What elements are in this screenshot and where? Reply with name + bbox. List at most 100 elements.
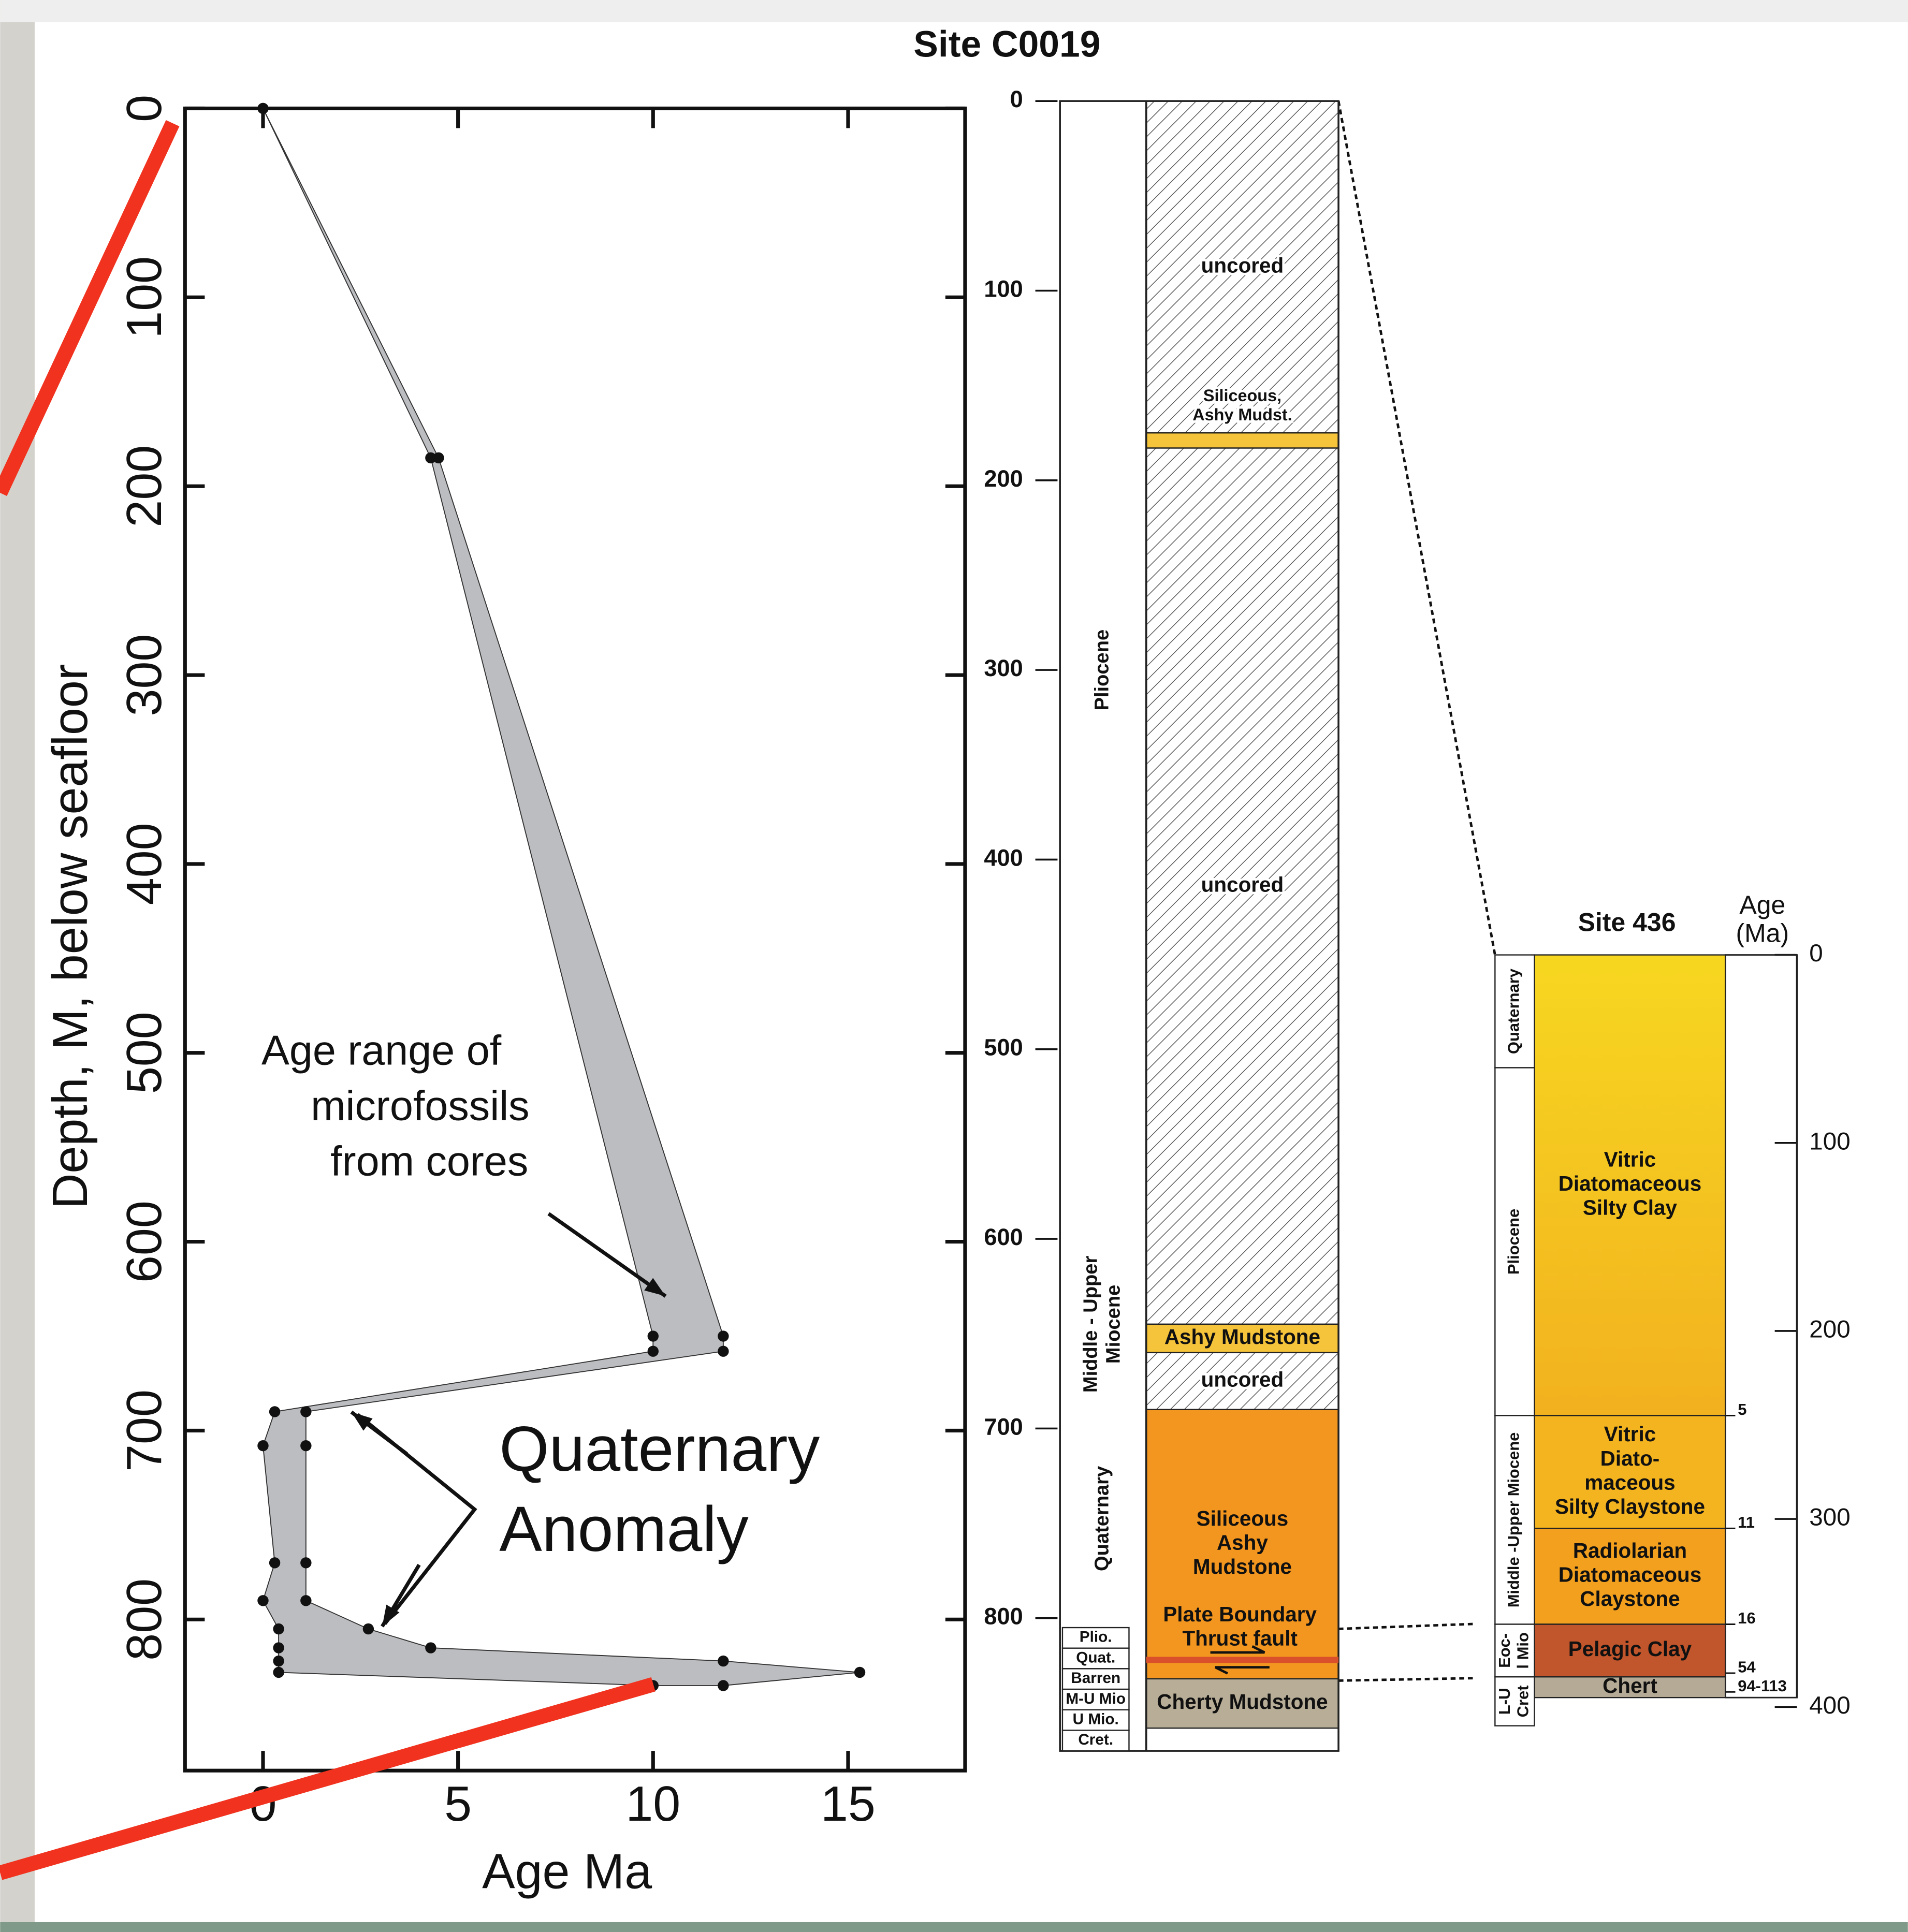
top-strip <box>0 0 1907 22</box>
sample-point <box>257 1595 268 1606</box>
y-tick-label: 800 <box>117 1578 172 1661</box>
y-tick-label: 300 <box>117 634 172 716</box>
site-title: Site 436 <box>1578 908 1676 936</box>
unit-label: Thrust fault <box>1182 1626 1297 1650</box>
unit-label: Plate Boundary <box>1163 1602 1317 1626</box>
sample-point <box>273 1623 284 1634</box>
sub-epoch-label: M-U Mio <box>1066 1690 1126 1707</box>
depth-tick-label: 0 <box>1809 940 1823 967</box>
x-axis-label: Age Ma <box>482 1845 652 1899</box>
unit-label: uncored <box>1201 872 1284 896</box>
x-tick-label: 15 <box>821 1777 876 1832</box>
depth-tick-label: 200 <box>1809 1316 1850 1343</box>
unit-label: Silty Clay <box>1583 1196 1678 1220</box>
unit-label: Pelagic Clay <box>1568 1637 1692 1661</box>
depth-tick-label: 300 <box>1809 1504 1850 1531</box>
unit-label: Vitric <box>1604 1422 1656 1446</box>
sub-epoch-label: Cret. <box>1078 1731 1113 1748</box>
sample-point <box>718 1656 729 1666</box>
sample-point <box>273 1656 284 1666</box>
y-tick-label: 400 <box>117 823 172 905</box>
epoch-label: Pliocene <box>1505 1209 1523 1275</box>
unit-label: Mudstone <box>1193 1555 1292 1578</box>
sample-point <box>363 1623 374 1634</box>
y-tick-label: 0 <box>117 95 172 122</box>
epoch-label: L-U <box>1495 1688 1513 1715</box>
sample-point <box>718 1680 729 1691</box>
depth-tick-label: 200 <box>984 465 1023 492</box>
unit-label: Radiolarian <box>1573 1539 1687 1562</box>
epoch-label: Eoc- <box>1495 1633 1513 1668</box>
annotation: Quaternary <box>499 1413 820 1485</box>
y-tick-label: 500 <box>117 1012 172 1094</box>
unit-label: Claystone <box>1580 1587 1680 1611</box>
x-tick-label: 5 <box>444 1777 472 1832</box>
age-header: Age <box>1739 890 1785 919</box>
unit-label: Siliceous, <box>1203 386 1281 405</box>
sample-point <box>648 1330 659 1341</box>
age-header: (Ma) <box>1736 919 1789 948</box>
depth-tick-label: 0 <box>1010 86 1023 112</box>
unit-label: Silty Claystone <box>1555 1495 1705 1518</box>
sub-epoch-label: U Mio. <box>1073 1710 1119 1728</box>
sample-point <box>648 1346 659 1357</box>
unit-label: Ashy Mudstone <box>1164 1325 1320 1349</box>
figure: Site C0019 Site 436 Age (Ma) Age Ma Dept… <box>0 0 1908 1932</box>
unit-label: Siliceous <box>1197 1506 1289 1530</box>
epoch-label: Miocene <box>1102 1285 1124 1364</box>
epoch-label: Middle - Upper <box>1080 1256 1102 1393</box>
depth-tick-label: 100 <box>1809 1128 1850 1155</box>
sample-point <box>433 452 444 463</box>
unit-label: Vitric <box>1604 1148 1656 1172</box>
depth-tick-label: 800 <box>984 1603 1023 1630</box>
depth-tick-label: 400 <box>1809 1692 1850 1719</box>
sample-point <box>300 1440 311 1451</box>
sample-point <box>257 1440 268 1451</box>
epoch-label: l Mio <box>1513 1632 1532 1668</box>
unit-label: uncored <box>1201 253 1284 277</box>
unit-label: Chert <box>1603 1674 1657 1697</box>
depth-tick-label: 500 <box>984 1034 1023 1061</box>
sample-point <box>273 1642 284 1653</box>
age-mark-label: 11 <box>1738 1513 1755 1531</box>
epoch-label: Pliocene <box>1091 630 1113 711</box>
sample-point <box>718 1346 729 1357</box>
sub-epoch-label: Plio. <box>1080 1629 1112 1646</box>
sample-point <box>269 1557 280 1568</box>
sample-point <box>273 1667 284 1678</box>
bottom-strip <box>0 1922 1907 1932</box>
unit-label: maceous <box>1584 1470 1675 1494</box>
depth-tick-label: 600 <box>984 1224 1023 1250</box>
unit-label: Diatomaceous <box>1559 1563 1702 1587</box>
sample-point <box>300 1557 311 1568</box>
sample-point <box>269 1406 280 1417</box>
y-tick-label: 200 <box>117 445 172 528</box>
unit-label: Ashy <box>1217 1531 1268 1555</box>
age-mark-label: 94-113 <box>1738 1677 1787 1695</box>
annotation: from cores <box>330 1138 528 1185</box>
sample-point <box>300 1406 311 1417</box>
depth-tick-label: 300 <box>984 655 1023 681</box>
lithology-unit <box>1146 433 1338 448</box>
unit-label: Diatomaceous <box>1559 1172 1702 1195</box>
site-title: Site C0019 <box>913 23 1100 65</box>
epoch-label: Middle -Upper Miocene <box>1505 1432 1523 1608</box>
annotation: Age range of <box>261 1027 502 1074</box>
epoch-label: Cret <box>1513 1685 1532 1717</box>
depth-tick-label: 400 <box>984 844 1023 871</box>
sample-point <box>425 1642 436 1653</box>
depth-tick-label: 100 <box>984 275 1023 302</box>
sub-epoch-label: Quat. <box>1076 1649 1115 1666</box>
annotation: Anomaly <box>499 1494 749 1565</box>
unit-label: Diato- <box>1600 1446 1660 1470</box>
unit-label: uncored <box>1201 1367 1284 1391</box>
age-mark-label: 16 <box>1738 1609 1755 1627</box>
sample-point <box>718 1330 729 1341</box>
y-tick-label: 100 <box>117 256 172 339</box>
sample-point <box>854 1667 865 1678</box>
depth-tick-label: 700 <box>984 1413 1023 1440</box>
page: {"chart_data": {"type": "area", "xlabel"… <box>0 0 1908 1932</box>
y-tick-label: 600 <box>117 1201 172 1283</box>
y-tick-label: 700 <box>117 1389 172 1472</box>
x-tick-label: 10 <box>625 1777 680 1832</box>
